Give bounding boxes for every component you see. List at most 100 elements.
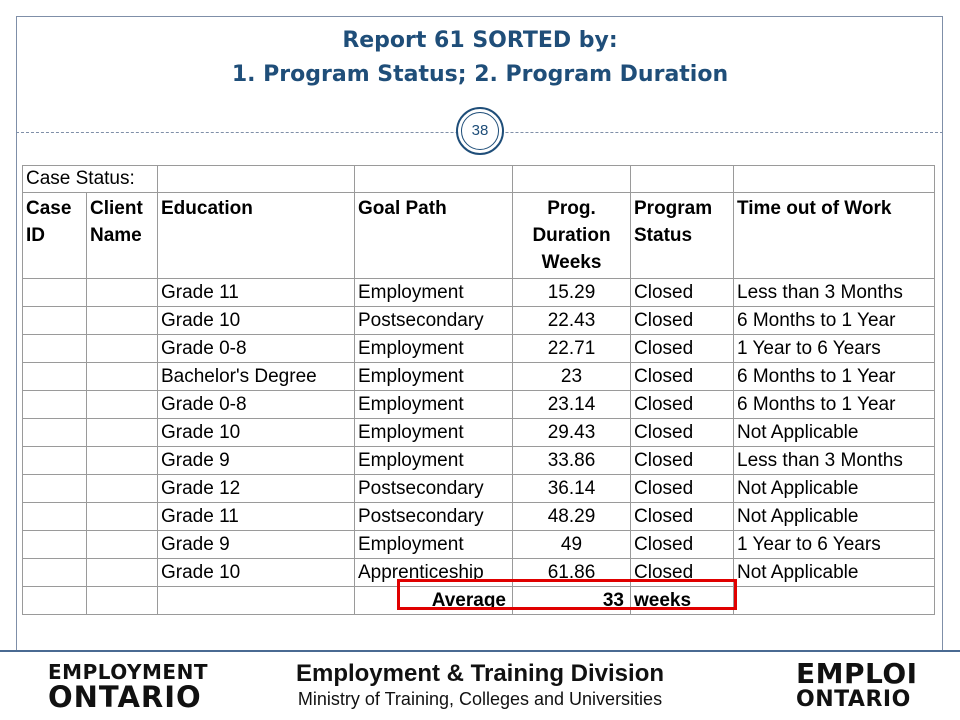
- cell-duration: 22.71: [512, 334, 631, 363]
- cell-goal-path: Employment: [354, 418, 513, 447]
- header-client-name: Client Name: [86, 192, 158, 279]
- header-education: Education: [157, 192, 355, 279]
- cell-education: Grade 12: [157, 474, 355, 503]
- cell-goal-path: Employment: [354, 362, 513, 391]
- cell-client-name: [86, 502, 158, 531]
- cell-client-name: [86, 390, 158, 419]
- cell-duration: 23.14: [512, 390, 631, 419]
- cell-education: Grade 0-8: [157, 390, 355, 419]
- cell-goal-path: Employment: [354, 334, 513, 363]
- cell-goal-path: Employment: [354, 530, 513, 559]
- cell-duration: 48.29: [512, 502, 631, 531]
- cell-case-id: [22, 558, 87, 587]
- emploi-ontario-logo: EMPLOI ONTARIO: [796, 660, 918, 711]
- cell-education: Grade 9: [157, 530, 355, 559]
- employment-ontario-logo: EMPLOYMENT ONTARIO: [48, 662, 208, 712]
- cell-education: Grade 11: [157, 502, 355, 531]
- slide-title: Report 61 SORTED by: 1. Program Status; …: [0, 24, 960, 92]
- cell-client-name: [86, 474, 158, 503]
- logo-left-line1: EMPLOYMENT: [48, 660, 208, 684]
- cell-status: Closed: [630, 306, 734, 335]
- cell-time-out: Less than 3 Months: [733, 278, 935, 307]
- table-row: Grade 12 Postsecondary 36.14 Closed Not Appl…: [22, 474, 935, 503]
- table-row: Grade 11 Employment 15.29 Closed Less than 3…: [22, 278, 935, 307]
- cell-status: Closed: [630, 418, 734, 447]
- cell-case-id: [22, 446, 87, 475]
- cell-case-id: [22, 334, 87, 363]
- cell-time-out: Not Applicable: [733, 502, 935, 531]
- average-label: Average: [354, 586, 513, 615]
- cell-education: Grade 11: [157, 278, 355, 307]
- logo-left-line2: ONTARIO: [48, 680, 202, 714]
- cell-goal-path: Employment: [354, 278, 513, 307]
- table-row: Grade 10 Employment 29.43 Closed Not Applica…: [22, 418, 935, 447]
- cell-education: Grade 0-8: [157, 334, 355, 363]
- cell-education: Grade 9: [157, 446, 355, 475]
- header-status: Program Status: [630, 192, 734, 279]
- cell-client-name: [86, 362, 158, 391]
- cell-goal-path: Employment: [354, 446, 513, 475]
- cell-client-name: [86, 278, 158, 307]
- table-row: Grade 9 Employment 49 Closed 1 Year to 6 Yea…: [22, 530, 935, 559]
- cell-goal-path: Postsecondary: [354, 306, 513, 335]
- cell-duration: 49: [512, 530, 631, 559]
- division-block: Employment & Training Division Ministry …: [230, 660, 730, 710]
- cell-education: Bachelor's Degree: [157, 362, 355, 391]
- cell-case-id: [22, 530, 87, 559]
- cell-status: Closed: [630, 334, 734, 363]
- cell-status: Closed: [630, 502, 734, 531]
- header-case-id: Case ID: [22, 192, 87, 279]
- cell-status: Closed: [630, 362, 734, 391]
- cell-case-id: [22, 278, 87, 307]
- cell-client-name: [86, 306, 158, 335]
- cell-case-id: [22, 362, 87, 391]
- cell-status: Closed: [630, 278, 734, 307]
- footer-divider: [0, 650, 960, 652]
- case-status-label: Case Status:: [22, 165, 158, 193]
- slide-title-line2: 1. Program Status; 2. Program Duration: [231, 62, 729, 87]
- cell-client-name: [86, 446, 158, 475]
- average-highlight-box: [397, 579, 737, 610]
- cell-client-name: [86, 530, 158, 559]
- cell-status: Closed: [630, 446, 734, 475]
- cell-case-id: [22, 390, 87, 419]
- cell-time-out: 6 Months to 1 Year: [733, 390, 935, 419]
- division-title: Employment & Training Division: [295, 660, 665, 687]
- cell-duration: 22.43: [512, 306, 631, 335]
- division-subtitle: Ministry of Training, Colleges and Unive…: [297, 689, 663, 709]
- cell-goal-path: Postsecondary: [354, 474, 513, 503]
- table-row: Grade 0-8 Employment 23.14 Closed 6 Months t…: [22, 390, 935, 419]
- page-number-badge: 38: [456, 107, 504, 155]
- cell-time-out: 1 Year to 6 Years: [733, 334, 935, 363]
- page-number: 38: [461, 112, 499, 150]
- cell-status: Closed: [630, 474, 734, 503]
- cell-time-out: 6 Months to 1 Year: [733, 306, 935, 335]
- cell-empty: [86, 586, 158, 615]
- cell-case-id: [22, 306, 87, 335]
- cell-client-name: [86, 418, 158, 447]
- cell-empty: [157, 586, 355, 615]
- cell-client-name: [86, 334, 158, 363]
- cell-client-name: [86, 558, 158, 587]
- header-row: Case ID Client Name Education Goal Path Pr…: [22, 192, 935, 279]
- cell-case-id: [22, 418, 87, 447]
- cell-empty: [733, 586, 935, 615]
- cell-goal-path: Postsecondary: [354, 502, 513, 531]
- table-row: Grade 10 Postsecondary 22.43 Closed 6 Months…: [22, 306, 935, 335]
- cell-duration: 15.29: [512, 278, 631, 307]
- report-table: Case Status: Case ID Client Name Education…: [22, 165, 935, 615]
- cell-education: Grade 10: [157, 558, 355, 587]
- average-unit: weeks: [630, 586, 734, 615]
- cell-duration: 36.14: [512, 474, 631, 503]
- cell-case-id: [22, 474, 87, 503]
- cell-duration: 23: [512, 362, 631, 391]
- cell-time-out: 1 Year to 6 Years: [733, 530, 935, 559]
- cell-education: Grade 10: [157, 418, 355, 447]
- cell-time-out: 6 Months to 1 Year: [733, 362, 935, 391]
- cell-case-id: [22, 502, 87, 531]
- header-duration: Prog. Duration Weeks: [512, 192, 631, 279]
- cell-status: Closed: [630, 390, 734, 419]
- cell-education: Grade 10: [157, 306, 355, 335]
- cell-time-out: Not Applicable: [733, 558, 935, 587]
- table-row: Grade 0-8 Employment 22.71 Closed 1 Year to …: [22, 334, 935, 363]
